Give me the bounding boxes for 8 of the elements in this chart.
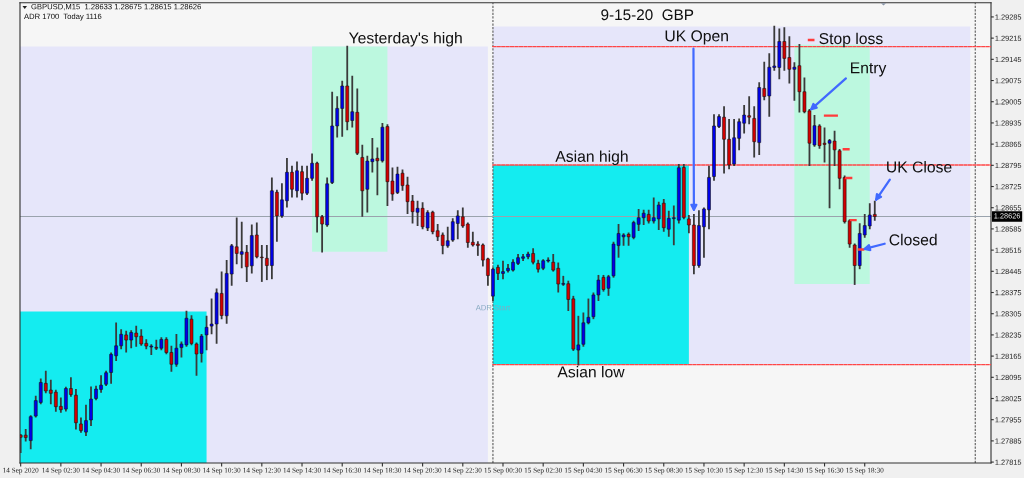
annotation: Asian low: [557, 365, 625, 378]
annotation: Stop loss: [819, 32, 883, 48]
annotation: Entry: [851, 62, 887, 77]
annotation: Closed: [889, 233, 937, 246]
annotation: Asian high: [555, 150, 628, 166]
annotation: Yesterday's high: [348, 31, 462, 47]
chart-title: 9-15-20 GBP: [601, 9, 694, 21]
annotation: UK Open: [665, 30, 728, 45]
